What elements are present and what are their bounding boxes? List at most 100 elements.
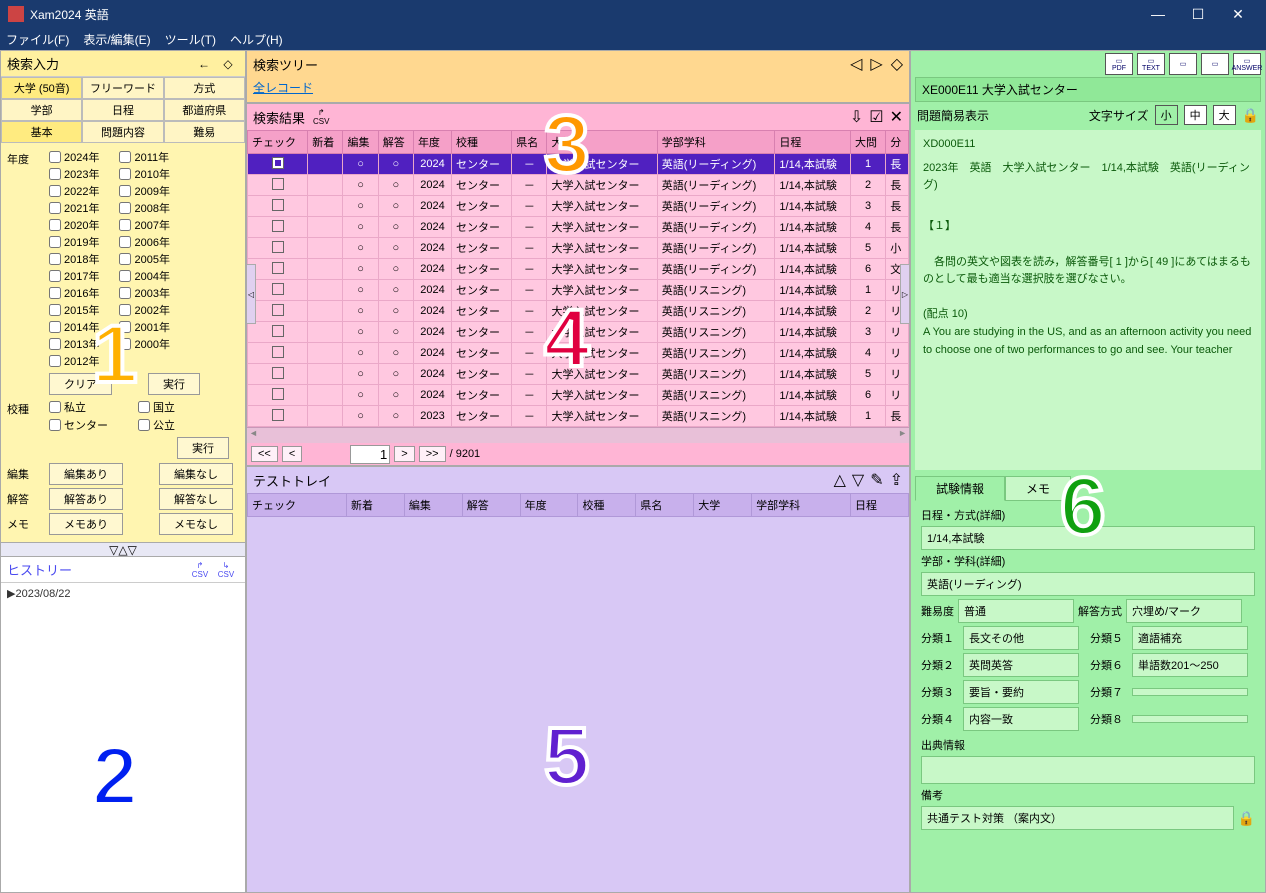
run-button[interactable]: 実行 <box>148 373 200 395</box>
year-checkbox[interactable]: 2015年 <box>49 302 99 318</box>
year-checkbox[interactable]: 2017年 <box>49 268 99 284</box>
column-header[interactable]: 大問 <box>850 131 885 154</box>
last-page-button[interactable]: >> <box>419 446 446 462</box>
column-header[interactable]: 解答 <box>378 131 413 154</box>
year-checkbox[interactable]: 2009年 <box>119 183 169 199</box>
eraser-icon[interactable]: ◇ <box>217 54 239 74</box>
filter-tab[interactable]: 都道府県 <box>164 99 245 120</box>
year-checkbox[interactable]: 2021年 <box>49 200 99 216</box>
year-checkbox[interactable]: 2011年 <box>119 149 169 165</box>
year-checkbox[interactable]: 2022年 <box>49 183 99 199</box>
table-row[interactable]: ○○2024センター－大学入試センター英語(リスニング)1/14,本試験3リ <box>248 322 909 343</box>
filter-tab[interactable]: 方式 <box>164 77 245 98</box>
column-header[interactable]: 新着 <box>308 131 343 154</box>
year-checkbox[interactable]: 2020年 <box>49 217 99 233</box>
year-checkbox[interactable]: 2019年 <box>49 234 99 250</box>
no-memo-button[interactable]: メモなし <box>159 513 233 535</box>
export-answer-icon[interactable]: ▭ANSWER <box>1233 53 1261 75</box>
page-input[interactable] <box>350 445 390 464</box>
all-records-link[interactable]: 全レコード <box>253 81 313 95</box>
column-header[interactable]: 大学 <box>547 131 657 154</box>
column-header[interactable]: 校種 <box>578 494 636 517</box>
table-row[interactable]: ○○2024センター－大学入試センター英語(リーディング)1/14,本試験6文 <box>248 259 909 280</box>
filter-tab[interactable]: 学部 <box>1 99 82 120</box>
column-header[interactable]: 分 <box>886 131 909 154</box>
year-checkbox[interactable]: 2016年 <box>49 285 99 301</box>
eraser-icon[interactable]: ◇ <box>891 54 903 74</box>
font-medium-button[interactable]: 中 <box>1184 105 1207 125</box>
year-checkbox[interactable]: 2008年 <box>119 200 169 216</box>
column-header[interactable]: 編集 <box>343 131 378 154</box>
no-answer-button[interactable]: 解答なし <box>159 488 233 510</box>
table-row[interactable]: ○○2024センター－大学入試センター英語(リーディング)1/14,本試験3長 <box>248 196 909 217</box>
back-icon[interactable]: ← <box>193 54 215 74</box>
export-doc-icon[interactable]: ▭ <box>1201 53 1229 75</box>
column-header[interactable]: 解答 <box>462 494 520 517</box>
school-type-checkbox[interactable]: 公立 <box>138 417 197 433</box>
history-item[interactable]: ▶2023/08/22 <box>7 587 239 600</box>
column-header[interactable]: 校種 <box>451 131 511 154</box>
school-type-checkbox[interactable]: 国立 <box>138 399 197 415</box>
year-checkbox[interactable]: 2005年 <box>119 251 169 267</box>
year-checkbox[interactable]: 2007年 <box>119 217 169 233</box>
right-slide-handle[interactable]: ▷ <box>900 264 910 324</box>
lock-icon[interactable]: 🔒 <box>1242 107 1259 124</box>
column-header[interactable]: チェック <box>248 494 347 517</box>
column-header[interactable]: 新着 <box>346 494 404 517</box>
minimize-button[interactable]: ― <box>1138 0 1178 28</box>
school-type-checkbox[interactable]: 私立 <box>49 399 108 415</box>
table-row[interactable]: ○○2024センター－大学入試センター英語(リーディング)1/14,本試験5小 <box>248 238 909 259</box>
clear-button[interactable]: クリア <box>49 373 112 395</box>
column-header[interactable]: 編集 <box>404 494 462 517</box>
has-edit-button[interactable]: 編集あり <box>49 463 123 485</box>
export-pdf-icon[interactable]: ▭PDF <box>1105 53 1133 75</box>
year-checkbox[interactable]: 2023年 <box>49 166 99 182</box>
tab-exam-info[interactable]: 試験情報 <box>915 476 1005 501</box>
column-header[interactable]: 年度 <box>520 494 578 517</box>
table-row[interactable]: ○○2024センター－大学入試センター英語(リーディング)1/14,本試験1長 <box>248 154 909 175</box>
year-checkbox[interactable]: 2006年 <box>119 234 169 250</box>
year-checkbox[interactable]: 2001年 <box>119 319 169 335</box>
filter-tab[interactable]: フリーワード <box>82 77 163 98</box>
left-slide-handle[interactable]: ◁ <box>246 264 256 324</box>
horizontal-scrollbar[interactable] <box>247 427 909 443</box>
table-row[interactable]: ○○2024センター－大学入試センター英語(リスニング)1/14,本試験5リ <box>248 364 909 385</box>
school-type-checkbox[interactable]: センター <box>49 417 108 433</box>
edit-icon[interactable]: ✎ <box>870 470 883 490</box>
table-row[interactable]: ○○2024センター－大学入試センター英語(リーディング)1/14,本試験2長 <box>248 175 909 196</box>
year-checkbox[interactable]: 2014年 <box>49 319 99 335</box>
year-checkbox[interactable]: 2003年 <box>119 285 169 301</box>
filter-tab[interactable]: 難易 <box>164 121 245 142</box>
font-large-button[interactable]: 大 <box>1213 105 1236 125</box>
table-row[interactable]: ○○2024センター－大学入試センター英語(リーディング)1/14,本試験4長 <box>248 217 909 238</box>
menu-item[interactable]: ファイル(F) <box>6 31 69 48</box>
csv-export-icon[interactable]: ↱CSV <box>313 108 329 126</box>
has-answer-button[interactable]: 解答あり <box>49 488 123 510</box>
prev-icon[interactable]: ◁ <box>850 54 862 74</box>
column-header[interactable]: 日程 <box>851 494 909 517</box>
uncheck-all-icon[interactable]: ✕ <box>890 107 903 127</box>
menu-item[interactable]: 表示/編集(E) <box>83 31 150 48</box>
filter-tab[interactable]: 大学 (50音) <box>1 77 82 98</box>
column-header[interactable]: 日程 <box>775 131 851 154</box>
lock-icon[interactable]: 🔒 <box>1238 810 1255 827</box>
check-all-icon[interactable]: ☑ <box>869 107 883 127</box>
column-header[interactable]: 大学 <box>694 494 752 517</box>
download-icon[interactable]: ⇩ <box>850 107 863 127</box>
filter-tab[interactable]: 問題内容 <box>82 121 163 142</box>
column-header[interactable]: 学部学科 <box>752 494 851 517</box>
filter-tab[interactable]: 基本 <box>1 121 82 142</box>
year-checkbox[interactable]: 2013年 <box>49 336 99 352</box>
column-header[interactable]: 学部学科 <box>657 131 775 154</box>
panel1-collapse-handle[interactable]: ▽△▽ <box>1 542 245 556</box>
filter-tab[interactable]: 日程 <box>82 99 163 120</box>
csv-export-icon[interactable]: ↳CSV <box>213 559 239 581</box>
move-up-icon[interactable]: △ <box>834 470 846 490</box>
prev-page-button[interactable]: < <box>282 446 302 462</box>
year-checkbox[interactable]: 2024年 <box>49 149 99 165</box>
close-button[interactable]: ✕ <box>1218 0 1258 28</box>
menu-item[interactable]: ヘルプ(H) <box>230 31 283 48</box>
year-checkbox[interactable]: 2002年 <box>119 302 169 318</box>
move-down-icon[interactable]: ▽ <box>852 470 864 490</box>
next-icon[interactable]: ▷ <box>870 54 882 74</box>
